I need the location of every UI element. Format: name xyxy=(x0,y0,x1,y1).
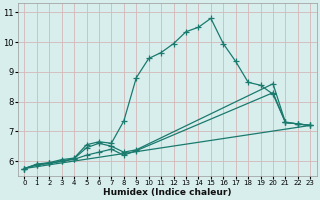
X-axis label: Humidex (Indice chaleur): Humidex (Indice chaleur) xyxy=(103,188,232,197)
